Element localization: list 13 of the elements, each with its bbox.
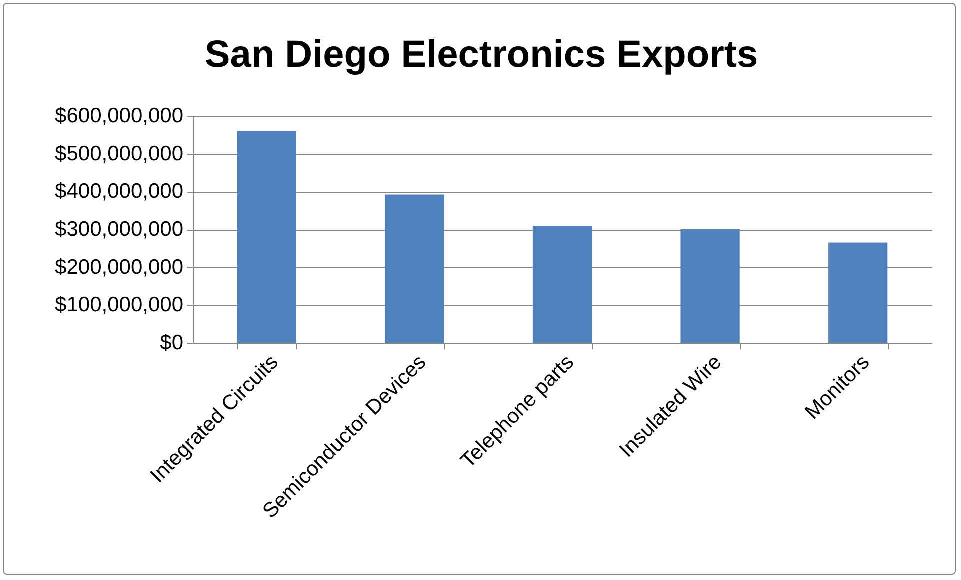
chart-title: San Diego Electronics Exports <box>204 34 758 76</box>
y-tick-label: $200,000,000 <box>55 256 184 279</box>
bar <box>385 194 444 343</box>
bar <box>680 230 740 343</box>
bar <box>237 131 296 343</box>
y-tick-label: $300,000,000 <box>55 218 184 241</box>
y-tick-label: $100,000,000 <box>55 294 184 317</box>
y-tick-label: $400,000,000 <box>55 180 184 204</box>
y-tick-label: $0 <box>160 332 184 354</box>
y-tick-label: $600,000,000 <box>55 104 184 128</box>
bar <box>532 226 592 343</box>
bar <box>828 242 888 343</box>
y-tick-label: $500,000,000 <box>55 142 184 166</box>
